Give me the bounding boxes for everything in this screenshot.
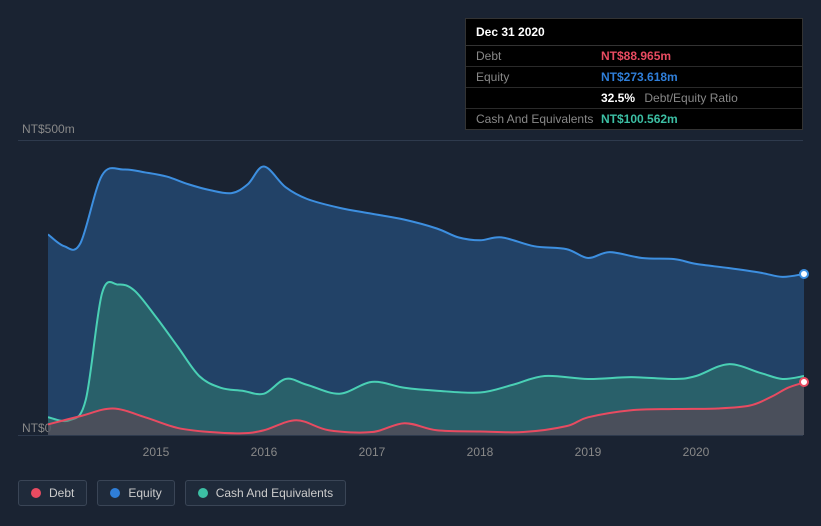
legend-item[interactable]: Cash And Equivalents	[185, 480, 346, 506]
legend: Debt Equity Cash And Equivalents	[18, 480, 346, 506]
tooltip-row: DebtNT$88.965m	[466, 46, 802, 67]
x-tick-label: 2015	[143, 445, 170, 459]
legend-item[interactable]: Debt	[18, 480, 87, 506]
tooltip-label: Debt	[476, 49, 601, 63]
tooltip-extra: Debt/Equity Ratio	[641, 91, 738, 105]
area-chart-svg	[48, 140, 804, 435]
y-tick-label: NT$500m	[22, 122, 75, 136]
tooltip-label: Cash And Equivalents	[476, 112, 601, 126]
chart-plot-area[interactable]	[48, 140, 804, 435]
x-tick-label: 2019	[575, 445, 602, 459]
tooltip-row: EquityNT$273.618m	[466, 67, 802, 88]
x-tick-label: 2017	[359, 445, 386, 459]
x-tick-label: 2016	[251, 445, 278, 459]
x-tick-label: 2020	[683, 445, 710, 459]
tooltip-label	[476, 91, 601, 105]
x-tick-label: 2018	[467, 445, 494, 459]
tooltip-label: Equity	[476, 70, 601, 84]
legend-label: Debt	[49, 486, 74, 500]
tooltip-value: NT$100.562m	[601, 112, 678, 126]
legend-swatch	[198, 488, 208, 498]
x-axis: 2015 2016 2017 2018 2019 2020	[48, 445, 804, 465]
legend-label: Equity	[128, 486, 161, 500]
y-tick-label: NT$0	[22, 421, 51, 435]
legend-swatch	[110, 488, 120, 498]
legend-item[interactable]: Equity	[97, 480, 174, 506]
gridline	[18, 435, 803, 436]
tooltip-row: 32.5% Debt/Equity Ratio	[466, 88, 802, 109]
tooltip-value: NT$88.965m	[601, 49, 671, 63]
tooltip-value: NT$273.618m	[601, 70, 678, 84]
legend-label: Cash And Equivalents	[216, 486, 333, 500]
chart-container: { "tooltip": { "date": "Dec 31 2020", "r…	[0, 0, 821, 526]
hover-tooltip: Dec 31 2020 DebtNT$88.965mEquityNT$273.6…	[465, 18, 803, 130]
legend-swatch	[31, 488, 41, 498]
tooltip-value: 32.5% Debt/Equity Ratio	[601, 91, 738, 105]
hover-marker-debt	[799, 377, 809, 387]
hover-marker-equity	[799, 269, 809, 279]
tooltip-row: Cash And EquivalentsNT$100.562m	[466, 109, 802, 129]
tooltip-date: Dec 31 2020	[466, 19, 802, 46]
